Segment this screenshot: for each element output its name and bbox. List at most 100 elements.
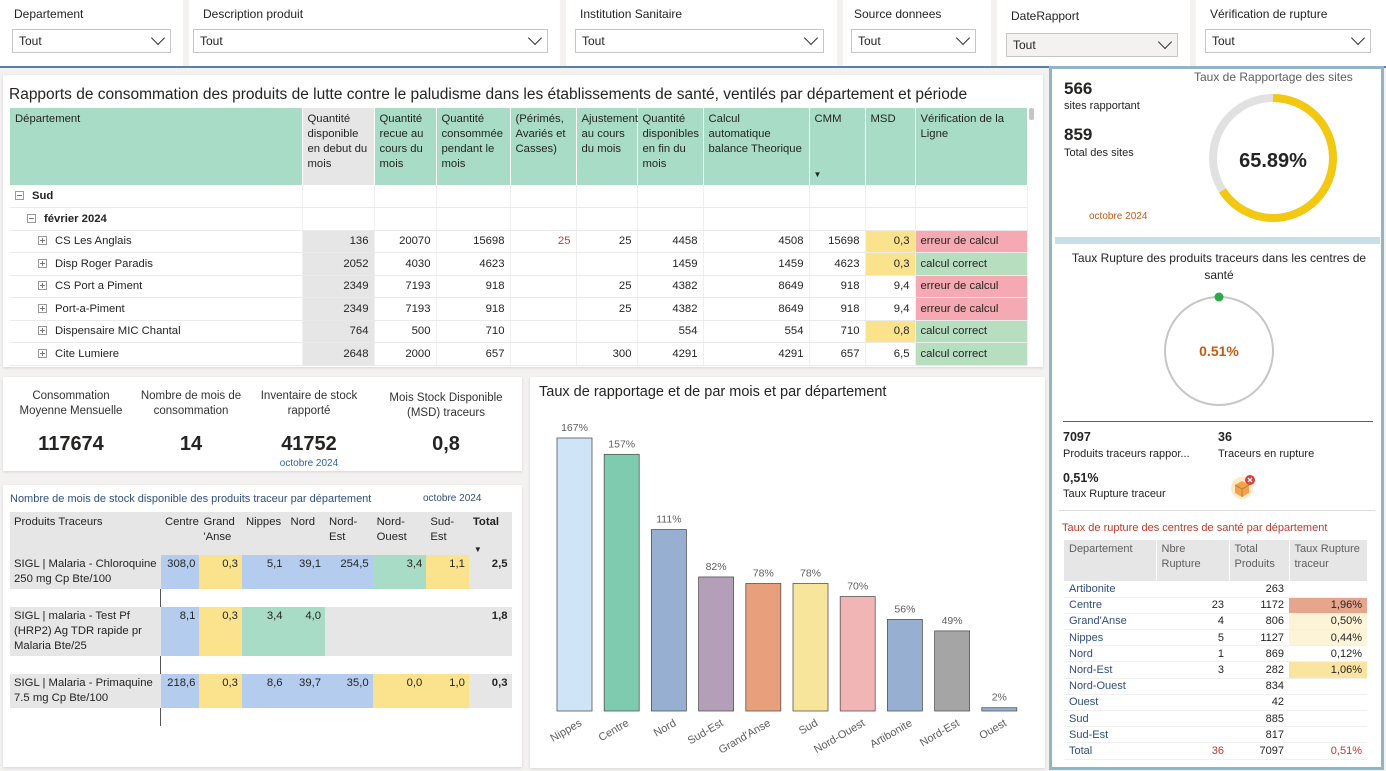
- bar-Sud[interactable]: [792, 583, 829, 712]
- column-header[interactable]: Nord: [286, 512, 326, 555]
- column-header[interactable]: Departement: [1064, 540, 1157, 581]
- column-header[interactable]: Nbre Rupture: [1156, 540, 1230, 581]
- facility-cell[interactable]: CS Port a Piment: [10, 275, 303, 298]
- expand-icon[interactable]: [38, 236, 47, 246]
- column-header[interactable]: Taux Rupture traceur: [1289, 540, 1368, 581]
- table-row[interactable]: Ouest 42: [1064, 694, 1367, 712]
- column-header[interactable]: Centre: [160, 512, 200, 555]
- column-header[interactable]: Département: [10, 108, 303, 185]
- column-header[interactable]: MSD: [865, 108, 916, 185]
- expand-icon[interactable]: [38, 303, 47, 313]
- sites-count: 566: [1064, 79, 1093, 98]
- group-row[interactable]: Sud: [10, 185, 1028, 208]
- collapse-icon[interactable]: [15, 191, 24, 200]
- category-label: Nord-Est: [918, 717, 962, 749]
- column-header[interactable]: (Périmés, Avariés et Casses): [510, 108, 577, 185]
- facility-cell[interactable]: Dispensaire MIC Chantal: [10, 320, 303, 343]
- table-row[interactable]: Artibonite 263: [1064, 581, 1367, 598]
- column-header[interactable]: Calcul automatique balance Theorique: [703, 108, 810, 185]
- group-cell[interactable]: Sud: [10, 185, 303, 208]
- bar-Nord-Est[interactable]: [934, 630, 971, 712]
- slicer-verification-dropdown[interactable]: Tout: [1205, 29, 1371, 53]
- column-header[interactable]: Quantité consommée pendant le mois: [436, 108, 511, 185]
- facility-cell[interactable]: Port-a-Piment: [10, 297, 303, 321]
- table-header-row: Département Quantité disponible en debut…: [10, 108, 1028, 185]
- column-header-cmm[interactable]: CMM ▼: [809, 108, 866, 185]
- table-row[interactable]: Nord-Ouest 834: [1064, 678, 1367, 695]
- column-header[interactable]: Grand 'Anse: [199, 512, 242, 555]
- table-row[interactable]: SIGL | malaria - Test Pf (HRP2) Ag TDR r…: [10, 607, 512, 656]
- data-label: 70%: [847, 581, 868, 593]
- bar-Ouest[interactable]: [981, 707, 1018, 712]
- column-header[interactable]: Nippes: [241, 512, 287, 555]
- column-header[interactable]: Quantité disponibles en fin du mois: [637, 108, 704, 185]
- bar-Centre[interactable]: [603, 453, 640, 712]
- total-row: Total 36 7097 0,51%: [1064, 742, 1367, 760]
- table-row[interactable]: Port-a-Piment 2349 7193 918 25 4382 8649…: [10, 297, 1028, 321]
- bar-Sud-Est[interactable]: [698, 576, 735, 712]
- cell-consommee: 918: [436, 297, 511, 321]
- table-row[interactable]: Disp Roger Paradis 2052 4030 4623 1459 1…: [10, 252, 1028, 276]
- column-header[interactable]: Nord-Ouest: [372, 512, 427, 555]
- bar-Grand'Anse[interactable]: [745, 583, 782, 712]
- column-header[interactable]: Total Produits: [1229, 540, 1290, 581]
- bar-Nord-Ouest[interactable]: [839, 596, 876, 712]
- slicer-description-produit-dropdown[interactable]: Tout: [193, 29, 548, 53]
- collapse-icon[interactable]: [27, 213, 36, 223]
- table-row[interactable]: Grand'Anse 4 806 0,50%: [1064, 613, 1367, 631]
- cell-value: 0,3: [199, 555, 242, 589]
- expand-icon[interactable]: [38, 326, 47, 336]
- kpi-label: Nombre de mois de consommation: [140, 390, 242, 417]
- column-header[interactable]: Nord-Est: [325, 512, 373, 555]
- expand-icon[interactable]: [38, 281, 47, 291]
- column-header[interactable]: Ajustement au cours du mois: [576, 108, 638, 185]
- column-header[interactable]: Produits Traceurs: [10, 512, 161, 555]
- slicer-verification: Vérification de rupture Tout: [1196, 0, 1386, 66]
- cell-msd: 0,3: [865, 230, 916, 253]
- column-header[interactable]: Vérification de la Ligne: [915, 108, 1028, 185]
- slicer-institution-dropdown[interactable]: Tout: [575, 29, 824, 53]
- group-label: Sud: [32, 190, 54, 202]
- table-row[interactable]: CS Port a Piment 2349 7193 918 25 4382 8…: [10, 275, 1028, 298]
- cell-total: 1127: [1229, 629, 1289, 647]
- bar-Nord[interactable]: [651, 529, 687, 712]
- category-label: Sud: [797, 717, 820, 737]
- produits-label: Produits traceurs rappor...: [1063, 448, 1190, 460]
- category-label: Nippes: [548, 717, 584, 745]
- category-label: Grand'Anse: [717, 717, 773, 756]
- table-row[interactable]: Nord-Est 3 282 1,06%: [1064, 661, 1367, 679]
- table-row[interactable]: SIGL | Malaria - Primaquine 7.5 mg Cp Bt…: [10, 674, 512, 708]
- table-row[interactable]: Sud 885: [1064, 710, 1367, 728]
- cell-total: 834: [1229, 678, 1289, 695]
- slicer-source-dropdown[interactable]: Tout: [851, 29, 976, 53]
- table-row[interactable]: CS Les Anglais 136 20070 15698 25 25 445…: [10, 230, 1028, 253]
- column-header[interactable]: Quantité disponible en debut du mois: [302, 108, 375, 185]
- table-row[interactable]: Cite Lumiere 2648 2000 657 300 4291 4291…: [10, 342, 1028, 366]
- slicer-departement-dropdown[interactable]: Tout: [12, 29, 171, 53]
- table-row[interactable]: Dispensaire MIC Chantal 764 500 710 554 …: [10, 320, 1028, 343]
- reporting-date: octobre 2024: [1089, 211, 1148, 222]
- column-header[interactable]: Sud-Est: [426, 512, 469, 555]
- table-row[interactable]: Nippes 5 1127 0,44%: [1064, 629, 1367, 647]
- cell-calcul: 8649: [703, 275, 810, 298]
- table-row[interactable]: Centre 23 1172 1,96%: [1064, 597, 1367, 614]
- facility-cell[interactable]: CS Les Anglais: [10, 230, 303, 253]
- column-header-total[interactable]: Total ▼: [468, 512, 512, 555]
- cell-consommee: 710: [436, 320, 511, 343]
- table-row[interactable]: Nord 1 869 0,12%: [1064, 645, 1367, 663]
- column-header[interactable]: Quantité recue au cours du mois: [374, 108, 437, 185]
- expand-icon[interactable]: [38, 258, 47, 268]
- cell-cmm: 4623: [809, 252, 866, 276]
- facility-cell[interactable]: Cite Lumiere: [10, 342, 303, 366]
- slicer-daterapport-dropdown[interactable]: Tout: [1006, 33, 1178, 57]
- period-cell[interactable]: février 2024: [10, 207, 303, 231]
- bar-Artibonite[interactable]: [886, 619, 923, 712]
- period-row[interactable]: février 2024: [10, 207, 1028, 231]
- table-row[interactable]: SIGL | Malaria - Chloroquine 250 mg Cp B…: [10, 555, 512, 589]
- table-row[interactable]: Sud-Est 817: [1064, 726, 1367, 744]
- bar-Nippes[interactable]: [556, 437, 593, 712]
- table-scrollbar[interactable]: [1029, 108, 1034, 120]
- chevron-down-icon: [527, 30, 543, 46]
- expand-icon[interactable]: [38, 348, 47, 358]
- facility-cell[interactable]: Disp Roger Paradis: [10, 252, 303, 276]
